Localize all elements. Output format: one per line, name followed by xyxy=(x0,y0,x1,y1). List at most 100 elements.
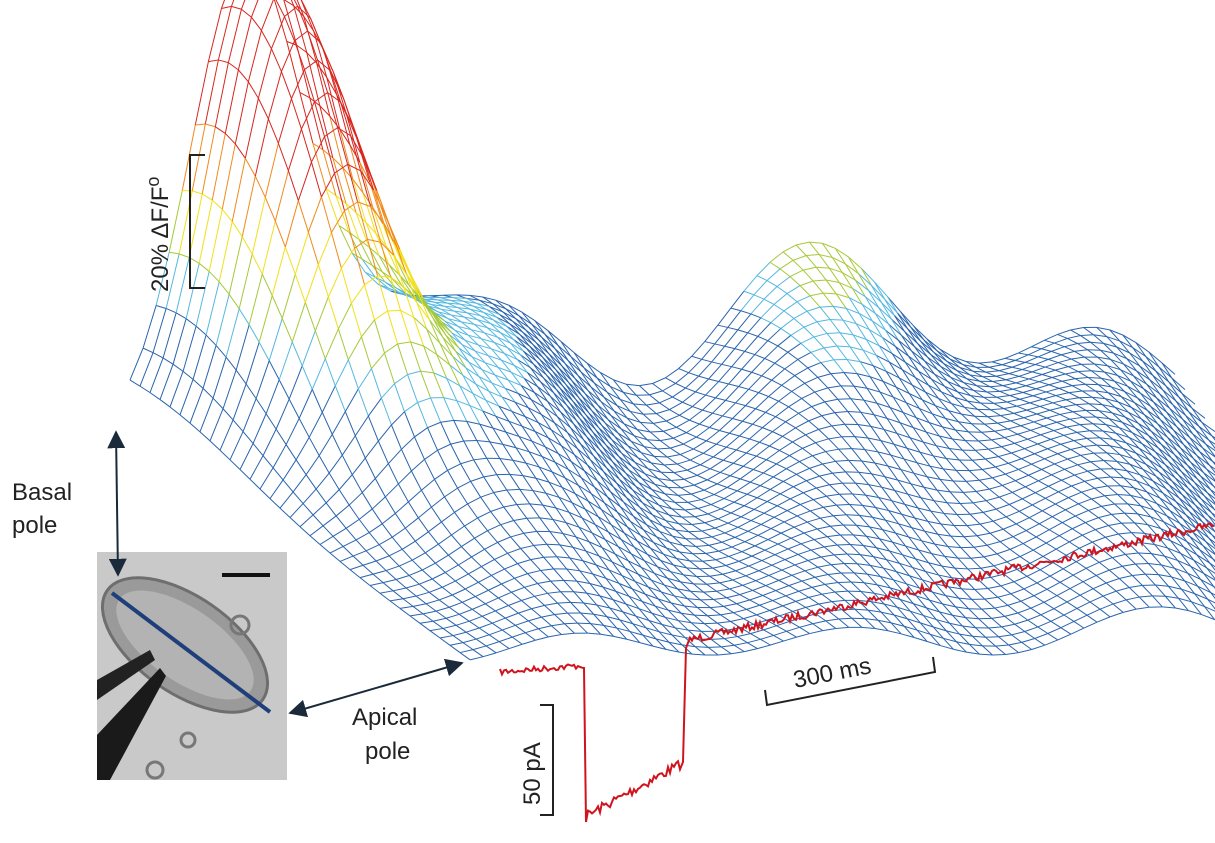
mesh-line xyxy=(852,449,865,450)
mesh-line xyxy=(792,571,805,576)
mesh-line xyxy=(1045,498,1055,504)
mesh-line xyxy=(796,242,809,245)
mesh-line xyxy=(332,434,342,455)
mesh-line xyxy=(250,456,263,480)
mesh-line xyxy=(711,499,724,505)
mesh-line xyxy=(1056,396,1066,400)
mesh-line xyxy=(381,384,394,398)
mesh-line xyxy=(484,477,494,493)
mesh-line xyxy=(1083,582,1093,589)
mesh-line xyxy=(1038,475,1051,481)
mesh-line xyxy=(1001,413,1014,415)
mesh-line xyxy=(666,421,676,427)
mesh-line xyxy=(814,540,824,547)
mesh-line xyxy=(630,521,643,529)
mesh-line xyxy=(451,526,464,535)
mesh-line xyxy=(676,427,686,432)
mesh-line xyxy=(726,400,736,403)
mesh-line xyxy=(1072,384,1085,385)
mesh-line xyxy=(666,415,679,421)
mesh-line xyxy=(1032,505,1042,511)
mesh-line xyxy=(493,304,506,309)
mesh-line xyxy=(709,545,719,551)
mesh-line xyxy=(452,589,465,595)
mesh-line xyxy=(1074,441,1084,447)
mesh-line xyxy=(495,553,508,559)
mesh-line xyxy=(855,280,868,290)
mesh-line xyxy=(218,60,228,63)
mesh-line xyxy=(1028,355,1038,357)
mesh-line xyxy=(1093,424,1106,425)
mesh-line xyxy=(1122,523,1132,532)
mesh-line xyxy=(1073,575,1083,582)
mesh-line xyxy=(747,609,757,614)
mesh-line xyxy=(720,583,730,589)
mesh-line xyxy=(754,509,764,513)
mesh-line xyxy=(832,424,845,426)
mesh-line xyxy=(163,313,176,358)
mesh-line xyxy=(372,497,385,509)
mesh-line xyxy=(445,565,458,573)
mesh-line xyxy=(423,614,433,621)
mesh-line xyxy=(428,428,438,451)
mesh-line xyxy=(790,499,800,505)
mesh-line xyxy=(713,457,723,460)
mesh-line xyxy=(679,524,692,525)
mesh-line xyxy=(1181,553,1194,560)
mesh-line xyxy=(749,566,759,571)
mesh-line xyxy=(313,515,323,526)
mesh-line xyxy=(813,496,826,499)
mesh-line xyxy=(915,378,928,386)
mesh-line xyxy=(783,481,793,486)
mesh-line xyxy=(982,431,995,432)
mesh-line xyxy=(838,583,848,592)
mesh-line xyxy=(783,252,793,260)
mesh-line xyxy=(704,591,717,592)
mesh-line xyxy=(1015,355,1028,361)
mesh-line xyxy=(1033,396,1043,399)
mesh-line xyxy=(1054,431,1064,436)
mesh-line xyxy=(398,484,408,502)
mesh-line xyxy=(435,470,448,479)
mesh-line xyxy=(441,512,454,522)
mesh-line xyxy=(746,453,756,456)
mesh-line xyxy=(507,348,520,355)
mesh-line xyxy=(769,436,782,446)
mesh-line xyxy=(418,507,431,518)
mesh-line xyxy=(727,595,740,598)
mesh-line xyxy=(959,598,972,599)
mesh-line xyxy=(342,436,355,455)
mesh-line xyxy=(833,472,846,473)
mesh-line xyxy=(748,524,761,531)
mesh-line xyxy=(395,513,405,528)
mesh-line xyxy=(298,201,308,233)
mesh-line xyxy=(1052,475,1062,480)
mesh-line xyxy=(222,144,235,209)
mesh-line xyxy=(1035,359,1048,364)
mesh-line xyxy=(735,333,748,349)
mesh-line xyxy=(1058,454,1068,459)
mesh-line xyxy=(739,436,749,439)
mesh-line xyxy=(1112,514,1122,523)
mesh-line xyxy=(1041,349,1051,352)
mesh-line xyxy=(790,277,800,286)
mesh-line xyxy=(739,556,752,561)
mesh-line xyxy=(775,363,785,369)
mesh-line xyxy=(338,303,351,329)
mesh-line xyxy=(825,583,838,585)
mesh-line xyxy=(660,438,673,440)
mesh-line xyxy=(773,477,783,482)
mesh-line xyxy=(709,542,722,545)
mesh-line xyxy=(346,528,356,540)
mesh-line xyxy=(302,331,315,366)
mesh-line xyxy=(283,480,293,492)
mesh-line xyxy=(978,409,988,416)
mesh-line xyxy=(784,302,797,311)
mesh-line xyxy=(794,311,807,318)
mesh-line xyxy=(550,532,560,545)
mesh-line xyxy=(1077,431,1090,433)
mesh-line xyxy=(581,478,594,487)
mesh-line xyxy=(1085,478,1098,481)
mesh-line xyxy=(962,589,975,590)
mesh-line xyxy=(1097,445,1107,453)
